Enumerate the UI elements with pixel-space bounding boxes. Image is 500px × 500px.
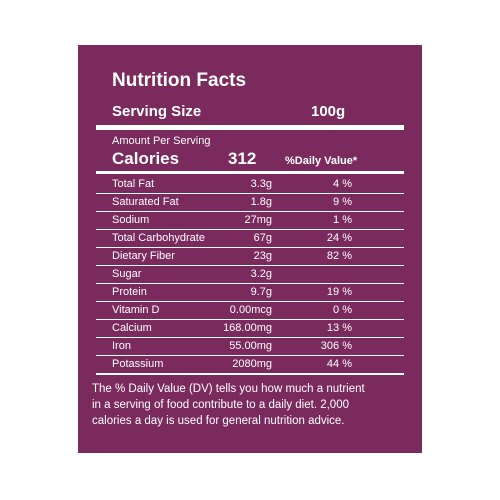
row-amount: 0.00mcg xyxy=(229,304,272,316)
serving-label: Serving Size xyxy=(112,103,202,120)
row-rule xyxy=(96,319,404,320)
row-amount: 3.2g xyxy=(250,268,272,280)
row-rule xyxy=(96,211,404,212)
row-dv: 4 % xyxy=(333,178,352,190)
amount-per-serving: Amount Per Serving xyxy=(112,135,211,147)
row-rule xyxy=(96,247,404,248)
row-dv: 1 % xyxy=(333,214,352,226)
footnote-line: calories a day is used for general nutri… xyxy=(92,415,345,427)
row-name: Protein xyxy=(112,286,147,298)
row-amount: 3.3g xyxy=(250,178,272,190)
row-name: Vitamin D xyxy=(112,304,160,316)
serving-value: 100g xyxy=(311,103,346,120)
row-amount: 168.00mg xyxy=(223,322,272,334)
row-name: Saturated Fat xyxy=(112,196,179,208)
row-rule xyxy=(96,265,404,266)
row-dv: 19 % xyxy=(326,286,352,298)
row-rule xyxy=(96,301,404,302)
calories-label: Calories xyxy=(112,149,180,168)
row-name: Total Carbohydrate xyxy=(112,232,205,244)
footnote-line: in a serving of food contribute to a dai… xyxy=(92,399,349,411)
row-name: Total Fat xyxy=(112,178,155,190)
thick-rule xyxy=(96,125,404,130)
row-name: Sodium xyxy=(112,214,150,226)
row-amount: 2080mg xyxy=(232,358,272,370)
row-name: Iron xyxy=(112,340,131,352)
row-rule xyxy=(96,373,404,375)
row-amount: 67g xyxy=(253,232,272,244)
row-amount: 9.7g xyxy=(250,286,272,298)
title: Nutrition Facts xyxy=(112,70,247,91)
row-name: Potassium xyxy=(112,358,164,370)
daily-value-header: %Daily Value* xyxy=(285,155,358,167)
row-amount: 27mg xyxy=(244,214,272,226)
row-dv: 82 % xyxy=(326,250,352,262)
row-rule xyxy=(96,337,404,338)
thick-rule xyxy=(96,171,404,174)
row-dv: 44 % xyxy=(326,358,352,370)
row-rule xyxy=(96,283,404,284)
row-dv: 306 % xyxy=(320,340,352,352)
row-name: Dietary Fiber xyxy=(112,250,175,262)
row-name: Sugar xyxy=(112,268,142,280)
row-dv: 13 % xyxy=(326,322,352,334)
row-rule xyxy=(96,355,404,356)
footnote-line: The % Daily Value (DV) tells you how muc… xyxy=(92,383,365,395)
row-rule xyxy=(96,229,404,230)
row-dv: 24 % xyxy=(326,232,352,244)
row-amount: 55.00mg xyxy=(229,340,272,352)
row-dv: 0 % xyxy=(333,304,352,316)
calories-value: 312 xyxy=(228,149,257,168)
row-amount: 1.8g xyxy=(250,196,272,208)
row-rule xyxy=(96,193,404,194)
nutrition-label: Nutrition Facts Serving Size 100g Amount… xyxy=(78,45,422,453)
row-dv: 9 % xyxy=(333,196,352,208)
row-name: Calcium xyxy=(112,322,152,334)
row-amount: 23g xyxy=(253,250,272,262)
